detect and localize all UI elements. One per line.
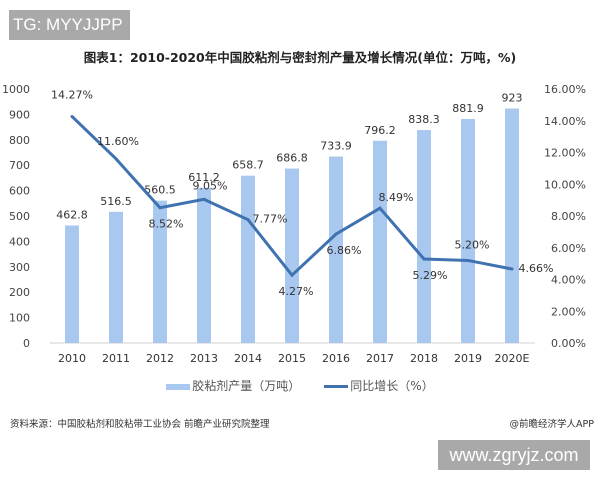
legend-label-bar: 胶粘剂产量（万吨） <box>192 379 301 393</box>
line-data-label: 6.86% <box>327 244 362 257</box>
x-tick-label: 2013 <box>190 352 218 365</box>
bar <box>285 168 299 343</box>
x-tick-label: 2015 <box>278 352 306 365</box>
bar <box>373 140 387 343</box>
bar-data-label: 611.2 <box>188 171 220 184</box>
bar <box>329 156 343 343</box>
bar <box>153 200 167 343</box>
right-tick-label: 0.00% <box>551 337 586 350</box>
left-tick-label: 100 <box>9 312 30 325</box>
watermark-top: TG: MYYJJPP <box>9 10 130 40</box>
bar-data-label: 560.5 <box>144 184 176 197</box>
credit: @前瞻经济学人APP <box>509 419 594 430</box>
line-point <box>510 267 514 271</box>
bar-data-label: 516.5 <box>100 195 132 208</box>
line-point <box>114 157 118 161</box>
legend-item-line: 同比增长（%） <box>324 377 434 394</box>
bar <box>417 130 431 343</box>
line-point <box>246 218 250 222</box>
line-point <box>378 206 382 210</box>
line-point <box>290 273 294 277</box>
bar <box>461 118 475 343</box>
left-tick-label: 800 <box>9 134 30 147</box>
left-tick-label: 200 <box>9 286 30 299</box>
bar <box>505 108 519 343</box>
line-point <box>202 197 206 201</box>
line-data-label: 8.49% <box>379 191 414 204</box>
left-tick-label: 700 <box>9 159 30 172</box>
x-tick-label: 2010 <box>58 352 86 365</box>
line-point <box>422 257 426 261</box>
line-data-label: 9.05% <box>193 179 228 192</box>
line-data-label: 11.60% <box>97 135 139 148</box>
x-tick-label: 2014 <box>234 352 262 365</box>
line-data-label: 5.29% <box>413 269 448 282</box>
x-tick-label: 2020E <box>495 352 530 365</box>
line-data-label: 4.66% <box>519 262 554 275</box>
right-tick-label: 8.00% <box>551 210 586 223</box>
x-tick-label: 2017 <box>366 352 394 365</box>
bar-data-label: 462.8 <box>56 208 88 221</box>
bar-data-label: 686.8 <box>276 152 308 165</box>
right-tick-label: 16.00% <box>544 83 586 96</box>
bar <box>197 187 211 343</box>
source-note: 资料来源：中国胶粘剂和胶粘带工业协会 前瞻产业研究院整理 <box>10 419 270 430</box>
line-point <box>158 206 162 210</box>
bar-data-label: 658.7 <box>232 159 264 172</box>
right-tick-label: 14.00% <box>544 115 586 128</box>
bar-data-label: 923 <box>502 92 523 105</box>
bar-data-label: 838.3 <box>408 113 440 126</box>
legend: 胶粘剂产量（万吨） 同比增长（%） <box>0 377 600 394</box>
legend-label-line: 同比增长（%） <box>350 379 434 393</box>
x-tick-label: 2019 <box>454 352 482 365</box>
left-tick-label: 900 <box>9 108 30 121</box>
right-tick-label: 2.00% <box>551 305 586 318</box>
line-point <box>70 114 74 118</box>
bar-data-label: 733.9 <box>320 140 352 153</box>
left-tick-label: 500 <box>9 210 30 223</box>
line-data-label: 14.27% <box>51 88 93 101</box>
left-tick-label: 400 <box>9 235 30 248</box>
left-tick-label: 1000 <box>2 83 30 96</box>
legend-item-bar: 胶粘剂产量（万吨） <box>166 377 300 394</box>
watermark-bottom: www.zgryjz.com <box>438 440 590 470</box>
left-tick-label: 600 <box>9 185 30 198</box>
line-data-label: 8.52% <box>149 218 184 231</box>
line-data-label: 7.77% <box>253 213 288 226</box>
x-tick-label: 2016 <box>322 352 350 365</box>
x-tick-label: 2018 <box>410 352 438 365</box>
x-tick-label: 2012 <box>146 352 174 365</box>
left-tick-label: 300 <box>9 261 30 274</box>
bar <box>65 225 79 343</box>
right-tick-label: 10.00% <box>544 178 586 191</box>
bar-data-label: 881.9 <box>452 102 484 115</box>
left-tick-label: 0 <box>23 337 30 350</box>
bar-data-label: 796.2 <box>364 124 396 137</box>
chart-title: 图表1：2010-2020年中国胶粘剂与密封剂产量及增长情况(单位：万吨，%) <box>83 50 517 65</box>
line-data-label: 4.27% <box>279 285 314 298</box>
x-tick-label: 2011 <box>102 352 130 365</box>
line-data-label: 5.20% <box>455 238 490 251</box>
legend-swatch-bar <box>166 383 191 390</box>
bar <box>241 175 255 343</box>
bar <box>109 211 123 343</box>
legend-swatch-line <box>324 385 349 388</box>
right-tick-label: 4.00% <box>551 274 586 287</box>
right-tick-label: 6.00% <box>551 242 586 255</box>
right-tick-label: 12.00% <box>544 147 586 160</box>
line-point <box>334 232 338 236</box>
line-point <box>466 258 470 262</box>
